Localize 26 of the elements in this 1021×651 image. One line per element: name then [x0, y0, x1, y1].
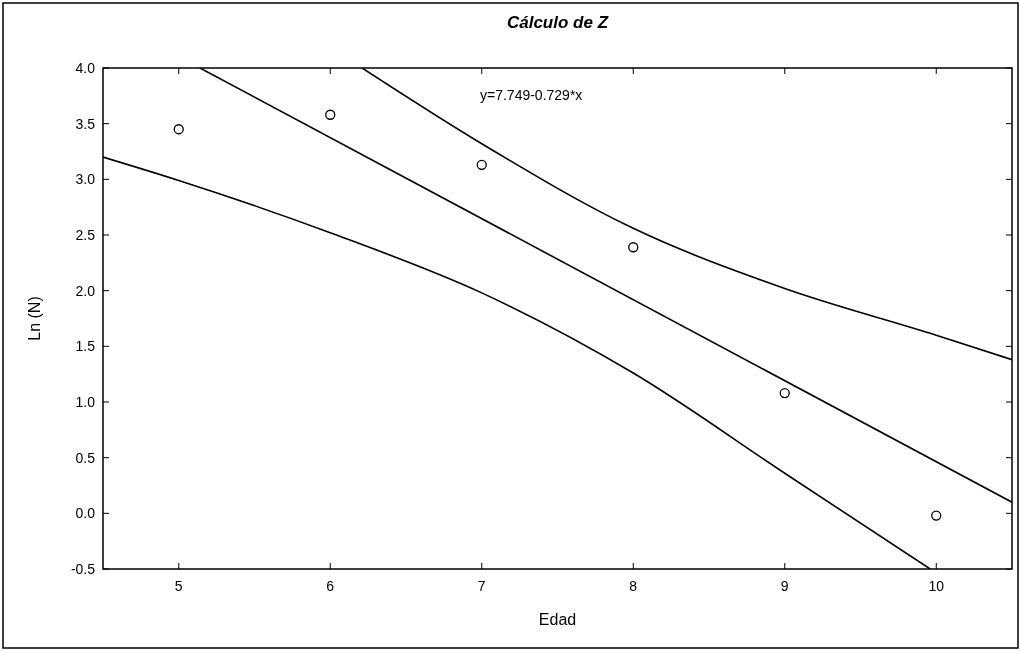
point: [325, 109, 336, 120]
y-tick-label: 3.0: [75, 171, 96, 188]
y-tick-label: 2.5: [75, 226, 96, 243]
x-tick-label: 10: [928, 578, 945, 594]
x-tick-label: 7: [477, 578, 486, 594]
annotation: y=7.749-0.729*x: [480, 87, 583, 103]
y-tick-label: 1.0: [75, 393, 96, 410]
y-tick-label: 0.5: [75, 449, 96, 466]
point: [628, 242, 639, 253]
y-axis-title: Ln (N): [26, 296, 43, 341]
point: [931, 510, 942, 521]
x-axis-title: Edad: [538, 611, 577, 628]
y-tick-label: 2.0: [75, 282, 96, 299]
x-tick-label: 5: [174, 578, 183, 594]
point: [779, 387, 790, 399]
x-tick-label: 9: [780, 578, 789, 594]
point: [173, 124, 184, 135]
y-tick-label: 1.5: [75, 338, 96, 355]
x-tick-label: 8: [629, 578, 638, 594]
point: [476, 159, 487, 171]
chart-title: Cálculo de Z: [506, 13, 609, 32]
x-tick-label: 6: [326, 578, 335, 594]
y-tick-label: 3.5: [75, 115, 96, 132]
y-tick-label: 4.0: [75, 59, 96, 76]
y-tick-label: -0.5: [70, 560, 96, 577]
y-tick-label: 0.0: [75, 505, 96, 522]
